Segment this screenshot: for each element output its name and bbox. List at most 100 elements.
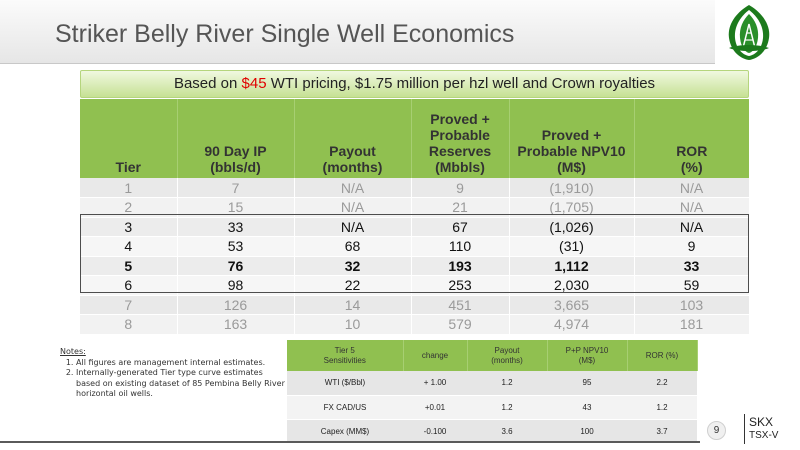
sens-header-change: change bbox=[403, 340, 468, 371]
page-number: 9 bbox=[707, 421, 726, 440]
sens-header-sensitivities: Tier 5 Sensitivities bbox=[287, 340, 404, 371]
cell-ip: 7 bbox=[177, 178, 295, 198]
cell-ror: 33 bbox=[634, 256, 750, 276]
sens-cell-npv10: 95 bbox=[547, 371, 627, 396]
cell-tier: 7 bbox=[80, 295, 178, 315]
cell-reserves: 21 bbox=[411, 197, 510, 218]
table-row: 1 7 N/A 9 (1,910) N/A bbox=[80, 178, 750, 198]
cell-ror: N/A bbox=[634, 178, 750, 198]
striker-logo-icon bbox=[728, 5, 770, 60]
banner-price: $45 bbox=[241, 75, 267, 92]
cell-ror: 59 bbox=[634, 275, 750, 296]
cell-npv10: 3,665 bbox=[509, 295, 635, 315]
cell-tier: 3 bbox=[80, 217, 178, 237]
table-row: 7 126 14 451 3,665 103 bbox=[80, 295, 750, 315]
cell-payout: 10 bbox=[294, 314, 412, 335]
sens-header-npv10: P+P NPV10 (M$) bbox=[547, 340, 628, 371]
notes-title: Notes: bbox=[60, 347, 86, 356]
cell-tier: 2 bbox=[80, 197, 178, 218]
exchange-label: TSX-V bbox=[749, 430, 779, 441]
sensitivity-row: FX CAD/US +0.01 1.2 43 1.2 bbox=[287, 395, 697, 420]
footer-separator bbox=[744, 414, 745, 444]
table-row: 4 53 68 110 (31) 9 bbox=[80, 236, 750, 257]
sens-cell-payout: 3.6 bbox=[467, 419, 547, 444]
sens-header-payout: Payout (months) bbox=[467, 340, 548, 371]
cell-payout: N/A bbox=[294, 217, 412, 237]
table-row: 5 76 32 193 1,112 33 bbox=[80, 256, 750, 276]
sens-cell-ror: 2.2 bbox=[627, 371, 697, 396]
footer-rule bbox=[0, 441, 700, 443]
cell-payout: 14 bbox=[294, 295, 412, 315]
table-row: 3 33 N/A 67 (1,026) N/A bbox=[80, 217, 750, 237]
cell-reserves: 67 bbox=[411, 217, 510, 237]
sens-cell-label: WTI ($/Bbl) bbox=[287, 371, 403, 396]
cell-npv10: (31) bbox=[509, 236, 635, 257]
cell-ror: N/A bbox=[634, 217, 750, 237]
cell-tier: 6 bbox=[80, 275, 178, 296]
cell-ip: 98 bbox=[177, 275, 295, 296]
table-header-row: Tier 90 Day IP (bbls/d) Payout (months) … bbox=[80, 99, 749, 178]
table-row: 2 15 N/A 21 (1,705) N/A bbox=[80, 197, 750, 218]
sens-cell-change: + 1.00 bbox=[403, 371, 467, 396]
sens-cell-npv10: 100 bbox=[547, 419, 627, 444]
header-reserves: Proved + Probable Reserves (Mbbls) bbox=[411, 99, 510, 178]
cell-ip: 126 bbox=[177, 295, 295, 315]
cell-ip: 163 bbox=[177, 314, 295, 335]
cell-ror: 181 bbox=[634, 314, 750, 335]
banner-prefix: Based on bbox=[173, 75, 242, 92]
sens-cell-change: -0.100 bbox=[403, 419, 467, 444]
cell-reserves: 451 bbox=[411, 295, 510, 315]
page-title: Striker Belly River Single Well Economic… bbox=[55, 20, 515, 48]
cell-reserves: 193 bbox=[411, 256, 510, 276]
cell-payout: 22 bbox=[294, 275, 412, 296]
cell-payout: N/A bbox=[294, 197, 412, 218]
sensitivity-header-row: Tier 5 Sensitivities change Payout (mont… bbox=[287, 340, 698, 371]
sens-cell-change: +0.01 bbox=[403, 395, 467, 420]
cell-ip: 76 bbox=[177, 256, 295, 276]
cell-ip: 33 bbox=[177, 217, 295, 237]
table-row: 6 98 22 253 2,030 59 bbox=[80, 275, 750, 296]
header-tier: Tier bbox=[80, 99, 178, 178]
cell-ror: N/A bbox=[634, 197, 750, 218]
cell-ip: 53 bbox=[177, 236, 295, 257]
note-item: All figures are management internal esti… bbox=[76, 358, 285, 369]
header-90-day-ip: 90 Day IP (bbls/d) bbox=[177, 99, 295, 178]
cell-tier: 8 bbox=[80, 314, 178, 335]
cell-reserves: 110 bbox=[411, 236, 510, 257]
sens-header-ror: ROR (%) bbox=[627, 340, 698, 371]
header-npv10: Proved + Probable NPV10 (M$) bbox=[509, 99, 635, 178]
cell-npv10: (1,705) bbox=[509, 197, 635, 218]
cell-npv10: 2,030 bbox=[509, 275, 635, 296]
sensitivity-row: Capex (MM$) -0.100 3.6 100 3.7 bbox=[287, 419, 697, 444]
cell-payout: N/A bbox=[294, 178, 412, 198]
cell-reserves: 579 bbox=[411, 314, 510, 335]
table-row: 8 163 10 579 4,974 181 bbox=[80, 314, 750, 335]
banner-suffix: WTI pricing, $1.75 million per hzl well … bbox=[266, 75, 656, 92]
sens-cell-payout: 1.2 bbox=[467, 395, 547, 420]
cell-tier: 4 bbox=[80, 236, 178, 257]
sens-cell-ror: 1.2 bbox=[627, 395, 697, 420]
sens-cell-npv10: 43 bbox=[547, 395, 627, 420]
cell-npv10: 4,974 bbox=[509, 314, 635, 335]
sensitivity-table: Tier 5 Sensitivities change Payout (mont… bbox=[287, 340, 698, 444]
sens-cell-payout: 1.2 bbox=[467, 371, 547, 396]
cell-tier: 1 bbox=[80, 178, 178, 198]
cell-ror: 9 bbox=[634, 236, 750, 257]
header-payout: Payout (months) bbox=[294, 99, 412, 178]
sens-cell-label: Capex (MM$) bbox=[287, 419, 403, 444]
cell-ip: 15 bbox=[177, 197, 295, 218]
assumptions-banner: Based on $45 WTI pricing, $1.75 million … bbox=[80, 70, 749, 98]
sens-cell-ror: 3.7 bbox=[627, 419, 697, 444]
ticker-symbol: SKX bbox=[749, 415, 774, 429]
cell-payout: 32 bbox=[294, 256, 412, 276]
cell-ror: 103 bbox=[634, 295, 750, 315]
cell-npv10: (1,026) bbox=[509, 217, 635, 237]
cell-reserves: 9 bbox=[411, 178, 510, 198]
cell-npv10: 1,112 bbox=[509, 256, 635, 276]
sensitivity-row: WTI ($/Bbl) + 1.00 1.2 95 2.2 bbox=[287, 371, 697, 396]
cell-npv10: (1,910) bbox=[509, 178, 635, 198]
header-ror: ROR (%) bbox=[634, 99, 749, 178]
sens-cell-label: FX CAD/US bbox=[287, 395, 403, 420]
notes-block: Notes: All figures are management intern… bbox=[60, 347, 285, 400]
cell-tier: 5 bbox=[80, 256, 178, 276]
